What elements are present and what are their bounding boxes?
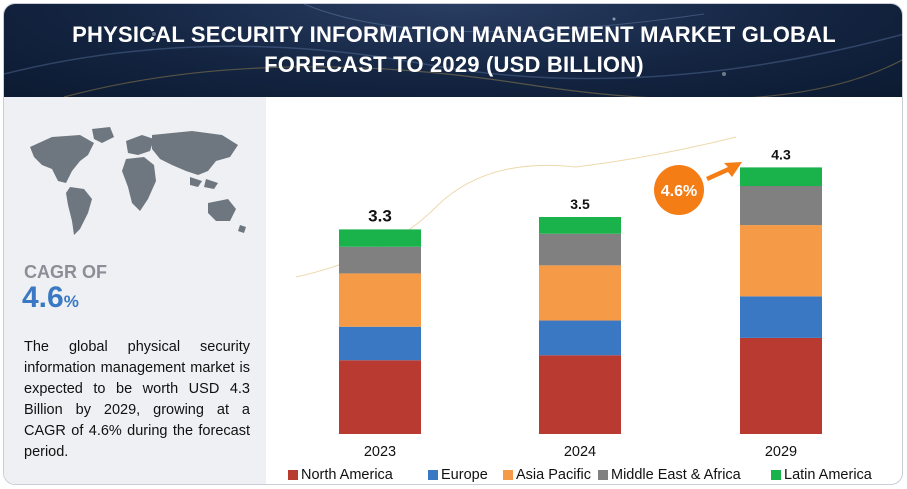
summary-panel: CAGR OF 4.6% The global physical securit… (4, 97, 266, 484)
market-description: The global physical security information… (24, 339, 250, 460)
cagr-number: 4.6 (22, 281, 64, 314)
legend-label-asia-pacific: Asia Pacific (516, 467, 591, 483)
legend-label-latin-america: Latin America (784, 467, 873, 483)
legend-label-north-america: North America (301, 467, 394, 483)
bar-segment-latin-america-2024 (539, 217, 621, 234)
page-title: PHYSICAL SECURITY INFORMATION MANAGEMENT… (72, 22, 836, 77)
total-label-2024: 3.5 (570, 196, 590, 212)
legend-swatch-latin-america (771, 470, 781, 480)
bar-segment-europe-2024 (539, 320, 621, 356)
legend-swatch-asia-pacific (503, 470, 513, 480)
bar-segment-asia-pacific-2024 (539, 265, 621, 321)
header-light-streaks (4, 4, 902, 97)
bar-segment-middle-east-africa-2024 (539, 233, 621, 266)
total-label-2029: 4.3 (771, 146, 791, 162)
bar-segment-asia-pacific-2023 (339, 273, 421, 327)
stacked-bar-chart: 3.3 2023 3.5 2024 4.3 2029 4.6% North America… (288, 136, 873, 483)
legend-label-europe: Europe (441, 467, 488, 483)
cagr-value: 4.6% (22, 281, 79, 315)
legend-swatch-middle-east-africa (598, 470, 608, 480)
bar-segment-north-america-2023 (339, 360, 421, 434)
cagr-badge-circle (654, 165, 704, 215)
bar-segment-latin-america-2023 (339, 229, 421, 247)
category-label-2029: 2029 (765, 444, 797, 460)
bar-segment-europe-2023 (339, 326, 421, 361)
category-label-2024: 2024 (564, 444, 596, 460)
cagr-badge-text: 4.6% (661, 183, 697, 200)
bar-segment-middle-east-africa-2029 (740, 186, 822, 226)
bar-segment-asia-pacific-2029 (740, 225, 822, 297)
cagr-arrow-icon (706, 162, 742, 181)
legend-swatch-north-america (288, 470, 298, 480)
world-map-icon (30, 127, 246, 235)
legend-label-middle-east-africa: Middle East & Africa (611, 467, 742, 483)
bar-segment-europe-2029 (740, 296, 822, 338)
bars-layer (339, 167, 822, 434)
legend: North America Europe Asia Pacific Middle Ea… (288, 467, 873, 483)
total-label-2023: 3.3 (368, 206, 392, 225)
bar-segment-middle-east-africa-2023 (339, 246, 421, 274)
legend-swatch-europe (428, 470, 438, 480)
bar-segment-latin-america-2029 (740, 167, 822, 186)
bar-segment-north-america-2029 (740, 337, 822, 434)
cagr-badge: 4.6% (654, 162, 742, 215)
category-label-2023: 2023 (364, 444, 396, 460)
labels-layer: 3.3 2023 3.5 2024 4.3 2029 (364, 146, 797, 460)
infographic-frame: PHYSICAL SECURITY INFORMATION MANAGEMENT… (3, 3, 903, 485)
bar-segment-north-america-2024 (539, 355, 621, 434)
cagr-label: CAGR OF (24, 262, 107, 282)
header-banner: PHYSICAL SECURITY INFORMATION MANAGEMENT… (4, 4, 902, 97)
cagr-unit: % (63, 292, 79, 311)
